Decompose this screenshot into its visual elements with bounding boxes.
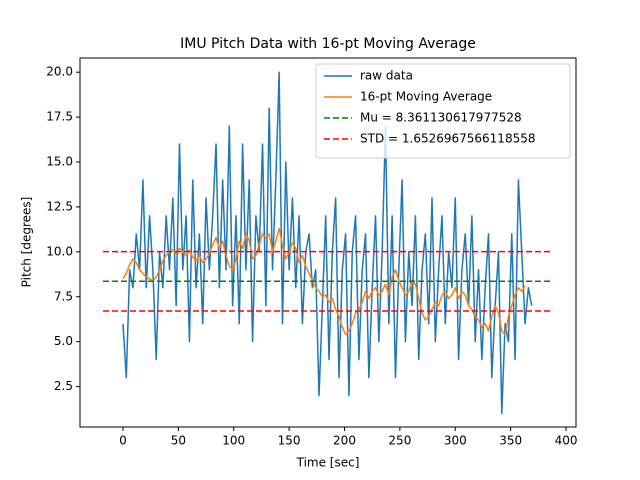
axes-frame bbox=[79, 57, 577, 428]
x-tick-label: 250 bbox=[388, 434, 411, 448]
x-tick-label: 350 bbox=[499, 434, 522, 448]
x-tick-label: 400 bbox=[555, 434, 578, 448]
plot-area bbox=[103, 71, 552, 415]
x-tick-label: 300 bbox=[444, 434, 467, 448]
y-tick-label: 15.0 bbox=[46, 155, 73, 169]
y-tick-label: 10.0 bbox=[46, 244, 73, 258]
legend-label: Mu = 8.361130617977528 bbox=[360, 111, 522, 125]
y-tick-label: 2.5 bbox=[54, 379, 73, 393]
chart-title: IMU Pitch Data with 16-pt Moving Average bbox=[180, 36, 476, 52]
legend-label: STD = 1.6526967566118558 bbox=[360, 132, 535, 146]
y-tick-label: 17.5 bbox=[46, 110, 73, 124]
x-tick-label: 150 bbox=[278, 434, 301, 448]
x-axis-label: Time [sec] bbox=[296, 456, 360, 470]
x-tick-label: 200 bbox=[333, 434, 356, 448]
legend-label: 16-pt Moving Average bbox=[360, 90, 492, 104]
x-tick-label: 100 bbox=[222, 434, 245, 448]
legend-box bbox=[315, 63, 571, 159]
x-tick-label: 0 bbox=[119, 434, 127, 448]
y-tick-label: 12.5 bbox=[46, 199, 73, 213]
y-axis-label: Pitch [degrees] bbox=[20, 197, 34, 288]
legend-label: raw data bbox=[360, 69, 413, 83]
y-tick-label: 5.0 bbox=[54, 334, 73, 348]
x-tick-label: 50 bbox=[171, 434, 186, 448]
y-tick-label: 7.5 bbox=[54, 289, 73, 303]
y-tick-label: 20.0 bbox=[46, 65, 73, 79]
